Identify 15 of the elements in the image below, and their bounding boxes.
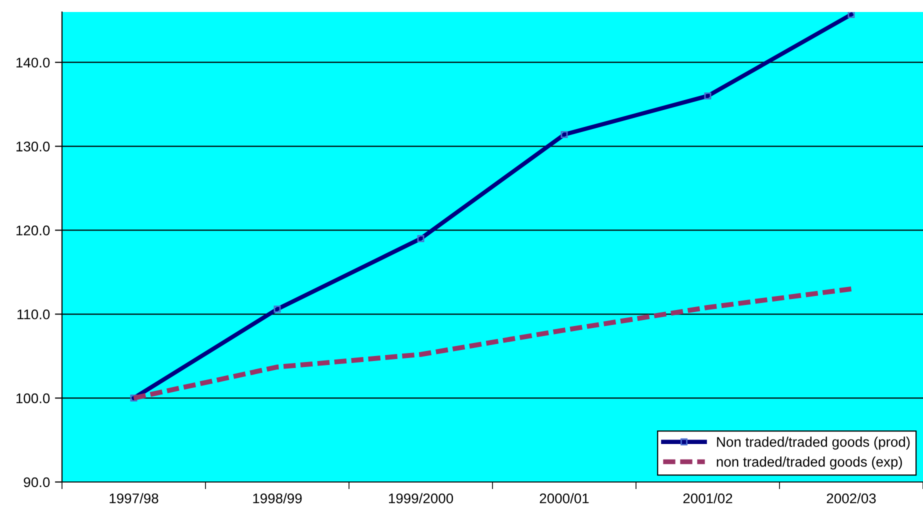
x-tick-label: 1997/98 (110, 493, 158, 504)
x-tick-label: 2001/02 (683, 493, 732, 504)
y-tick-label: 90.0 (24, 477, 50, 488)
y-tick-label: 110.0 (18, 309, 50, 320)
x-tick-label: 2002/03 (826, 493, 876, 504)
y-tick-label: 100.0 (16, 393, 50, 404)
x-tick-label: 1998/99 (253, 493, 302, 504)
legend-label: non traded/traded goods (exp) (716, 456, 902, 470)
y-tick-label: 130.0 (16, 142, 50, 152)
legend-label: Non traded/traded goods (prod) (717, 436, 910, 450)
x-tick-label: 1999/2000 (388, 493, 454, 504)
line-series (131, 286, 854, 400)
y-tick-label: 120.0 (16, 226, 50, 236)
y-tick-label: 140.0 (16, 58, 50, 68)
x-tick-label: 2000/01 (540, 493, 589, 504)
